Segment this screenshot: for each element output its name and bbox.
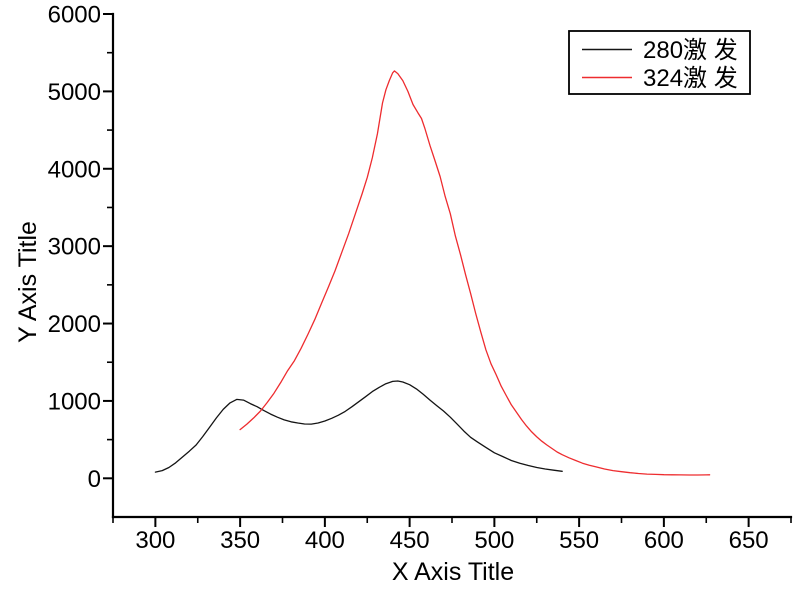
y-tick-label: 3000 [48, 234, 101, 261]
plot-area: 300 350 400 450 500 550 600 650 0 1000 2000 3000 400… [48, 2, 793, 554]
x-tick-label: 450 [390, 527, 430, 554]
series-line-1 [239, 70, 711, 476]
x-tick-label: 300 [135, 527, 175, 554]
y-tick-label: 0 [88, 466, 101, 493]
y-tick-label: 5000 [48, 79, 101, 106]
x-tick-label: 550 [559, 527, 599, 554]
y-tick-label: 1000 [48, 388, 101, 415]
y-axis-title: Y Axis Title [14, 221, 42, 343]
x-tick-label: 500 [474, 527, 514, 554]
x-tick-label: 400 [305, 527, 345, 554]
x-tick-label: 600 [644, 527, 684, 554]
legend-label-0: 280激 发 [643, 37, 738, 64]
series-line-0 [154, 380, 563, 473]
x-axis: 300 350 400 450 500 550 600 650 [111, 515, 793, 554]
legend-label-1: 324激 发 [643, 65, 738, 92]
x-tick-label: 350 [220, 527, 260, 554]
series-group [154, 70, 711, 476]
y-tick-label: 6000 [48, 2, 101, 29]
y-tick-label: 4000 [48, 156, 101, 183]
x-tick-label: 650 [729, 527, 769, 554]
x-axis-title: X Axis Title [392, 558, 514, 586]
y-axis: 0 1000 2000 3000 4000 5000 6000 [48, 2, 115, 519]
legend-box [568, 30, 751, 95]
y-tick-label: 2000 [48, 311, 101, 338]
